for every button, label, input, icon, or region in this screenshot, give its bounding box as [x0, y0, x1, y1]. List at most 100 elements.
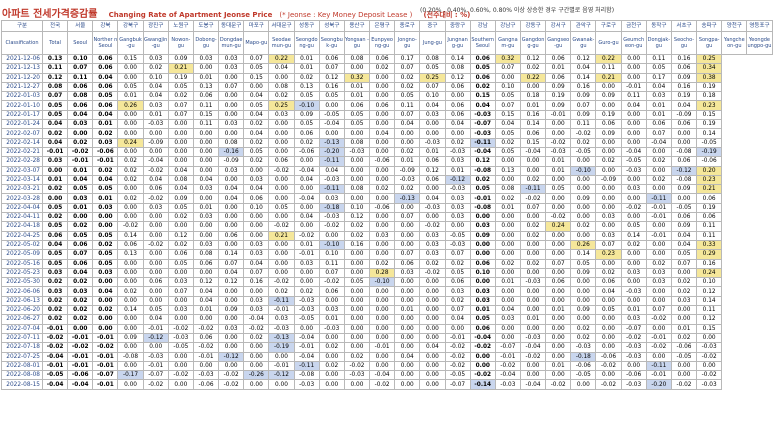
column-header-ko: 강서구: [545, 20, 572, 32]
value-cell: 0.05: [41, 258, 69, 269]
value-cell: -0.18: [570, 351, 597, 362]
value-cell: 0.00: [394, 360, 421, 372]
table-row: 2022-04-04 0.05 0.01 0.03 0.00 0.03 0.05 0.01 0.…: [1, 202, 773, 214]
value-cell: -0.14: [469, 379, 496, 390]
value-cell: 0.04: [444, 119, 471, 130]
column-header-ko: 구로구: [595, 20, 622, 32]
value-cell: 0.12: [469, 156, 496, 167]
value-cell: 0.16: [343, 239, 371, 251]
value-cell: 0.05: [343, 109, 371, 121]
value-cell: 0.04: [570, 63, 597, 74]
value-cell: -0.03: [419, 137, 446, 148]
value-cell: 0.04: [494, 119, 521, 130]
value-cell: -0.02: [645, 314, 672, 325]
value-cell: 0.02: [318, 360, 345, 372]
value-cell: 0.09: [570, 109, 597, 121]
value-cell: 0.02: [41, 314, 69, 325]
value-cell: -0.01: [142, 360, 169, 372]
value-cell: 0.07: [570, 100, 597, 111]
value-cell: 0.00: [318, 370, 345, 381]
value-cell: 0.00: [142, 128, 169, 139]
value-cell: 0.00: [645, 184, 672, 195]
value-cell: 0.11: [570, 119, 597, 130]
value-cell: 0.03: [41, 156, 69, 167]
value-cell: 0.09: [570, 91, 597, 102]
value-cell: 0.00: [419, 370, 446, 381]
value-cell: 0.08: [343, 137, 371, 148]
value-cell: 0.00: [469, 360, 496, 372]
value-cell: 0.04: [419, 342, 446, 353]
value-cell: 0.00: [494, 221, 521, 232]
value-cell: 0.00: [142, 295, 169, 307]
value-cell: 0.00: [192, 193, 220, 204]
column-header-ko: 서초구: [670, 20, 698, 32]
value-cell: -0.05: [167, 342, 194, 353]
value-cell: 0.03: [192, 239, 220, 251]
value-cell: 0.02: [494, 137, 521, 148]
value-cell: 0.07: [318, 63, 345, 74]
value-cell: 0.00: [117, 342, 144, 353]
value-cell: 0.03: [469, 221, 496, 232]
value-cell: 0.03: [92, 202, 119, 214]
value-cell: -0.01: [67, 332, 94, 344]
value-cell: 0.00: [519, 267, 547, 279]
value-cell: 0.06: [545, 72, 572, 83]
value-cell: -0.07: [620, 323, 647, 334]
value-cell: 0.00: [620, 258, 647, 269]
column-header-ko: 강남구: [494, 20, 521, 32]
column-header-en: Gangna m-gu: [494, 31, 521, 55]
value-cell: 0.06: [394, 258, 421, 269]
value-cell: 0.00: [218, 212, 245, 223]
value-cell: 0.00: [343, 304, 371, 316]
column-header-en: Seongbu k-gu: [318, 31, 345, 55]
value-cell: -0.01: [494, 351, 521, 362]
value-cell: -0.02: [444, 360, 471, 372]
value-cell: 0.02: [92, 165, 119, 176]
value-cell: -0.06: [369, 202, 396, 214]
value-cell: 0.02: [41, 277, 69, 288]
value-cell: -0.03: [318, 323, 345, 334]
value-cell: 0.00: [645, 165, 672, 176]
column-header-en: Dongdae mun-gu: [218, 31, 245, 55]
value-cell: -0.03: [620, 286, 647, 297]
row-date: 2022-02-14: [1, 137, 43, 148]
column-header-en: Seoul: [67, 31, 94, 55]
value-cell: 0.00: [218, 128, 245, 139]
value-cell: 0.00: [394, 295, 421, 307]
unit-label: (전주대비 : %): [423, 11, 471, 19]
value-cell: -0.05: [570, 146, 597, 158]
value-cell: -0.06: [369, 156, 396, 167]
value-cell: -0.02: [142, 379, 169, 390]
value-cell: -0.04: [645, 137, 672, 148]
value-cell: 0.07: [67, 249, 94, 260]
value-cell: 0.04: [41, 119, 69, 130]
row-date: 2022-06-13: [1, 295, 43, 307]
value-cell: 0.23: [696, 100, 723, 111]
value-cell: 0.10: [469, 267, 496, 279]
value-cell: 0.25: [419, 72, 446, 83]
value-cell: 0.00: [343, 267, 371, 279]
value-cell: -0.04: [519, 342, 547, 353]
value-cell: -0.02: [318, 221, 345, 232]
value-cell: 0.02: [41, 184, 69, 195]
value-cell: -0.03: [444, 239, 471, 251]
value-cell: 0.02: [369, 184, 396, 195]
value-cell: 0.21: [696, 184, 723, 195]
value-cell: 0.00: [117, 267, 144, 279]
column-header-ko: 관악구: [570, 20, 597, 32]
row-date: 2022-05-09: [1, 249, 43, 260]
value-cell: -0.02: [595, 360, 622, 372]
value-cell: 0.14: [519, 119, 547, 130]
value-cell: 0.02: [41, 304, 69, 316]
value-cell: 0.15: [192, 109, 220, 121]
value-cell: 0.07: [41, 91, 69, 102]
value-cell: -0.26: [243, 370, 270, 381]
value-cell: -0.03: [293, 304, 320, 316]
value-cell: -0.05: [696, 137, 723, 148]
value-cell: 0.00: [117, 323, 144, 334]
value-cell: -0.08: [117, 351, 144, 362]
value-cell: 0.02: [343, 230, 371, 241]
value-cell: 0.02: [519, 221, 547, 232]
value-cell: 0.00: [243, 221, 270, 232]
value-cell: 0.02: [469, 81, 496, 93]
